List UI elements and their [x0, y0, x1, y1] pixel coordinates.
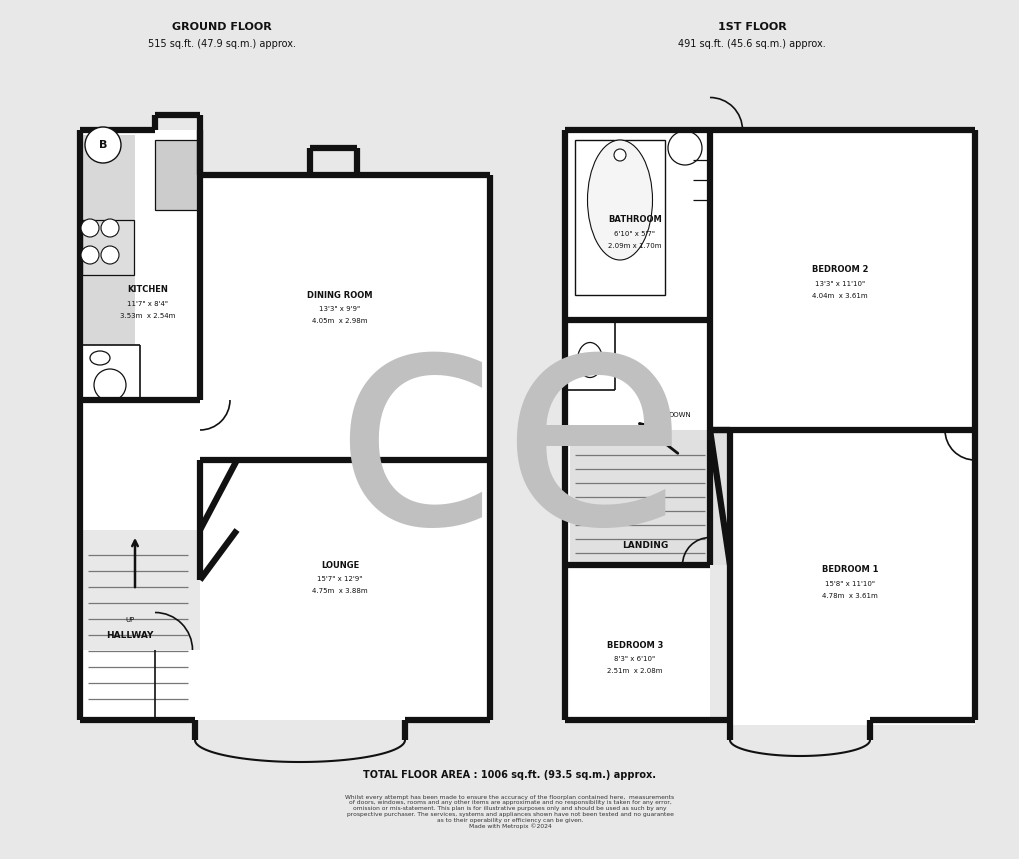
Text: KITCHEN: KITCHEN — [127, 285, 168, 295]
Text: BEDROOM 3: BEDROOM 3 — [606, 641, 662, 649]
Circle shape — [85, 127, 121, 163]
Text: LOUNGE: LOUNGE — [321, 561, 359, 570]
Circle shape — [81, 219, 99, 237]
Circle shape — [101, 219, 119, 237]
Text: Whilst every attempt has been made to ensure the accuracy of the floorplan conta: Whilst every attempt has been made to en… — [345, 795, 674, 830]
Text: UP: UP — [125, 617, 135, 623]
Text: 15'8" x 11'10": 15'8" x 11'10" — [824, 581, 874, 587]
Bar — [155, 140, 200, 210]
Text: 8'3" x 6'10": 8'3" x 6'10" — [613, 656, 655, 662]
Text: 11'7" x 8'4": 11'7" x 8'4" — [127, 301, 168, 307]
Text: 15'7" x 12'9": 15'7" x 12'9" — [317, 576, 363, 582]
Text: B: B — [99, 140, 107, 150]
Ellipse shape — [577, 343, 602, 377]
Polygon shape — [565, 130, 974, 720]
Text: 4.05m  x 2.98m: 4.05m x 2.98m — [312, 318, 368, 324]
Text: 515 sq.ft. (47.9 sq.m.) approx.: 515 sq.ft. (47.9 sq.m.) approx. — [148, 39, 296, 49]
Text: TOTAL FLOOR AREA : 1006 sq.ft. (93.5 sq.m.) approx.: TOTAL FLOOR AREA : 1006 sq.ft. (93.5 sq.… — [363, 770, 656, 780]
Text: 2.09m x 1.70m: 2.09m x 1.70m — [607, 243, 661, 249]
Text: DINING ROOM: DINING ROOM — [307, 290, 372, 300]
Text: BEDROOM 1: BEDROOM 1 — [821, 565, 877, 575]
Bar — [82, 220, 133, 275]
Circle shape — [81, 246, 99, 264]
Ellipse shape — [587, 140, 652, 260]
Text: 4.04m  x 3.61m: 4.04m x 3.61m — [811, 293, 867, 299]
Polygon shape — [565, 565, 709, 720]
Text: 13'3" x 9'9": 13'3" x 9'9" — [319, 306, 360, 312]
Text: LANDING: LANDING — [622, 540, 667, 550]
Bar — [79, 135, 135, 355]
Ellipse shape — [90, 351, 110, 365]
Text: 1ST FLOOR: 1ST FLOOR — [717, 22, 786, 32]
Circle shape — [613, 149, 626, 161]
Text: 2.51m  x 2.08m: 2.51m x 2.08m — [606, 668, 662, 674]
Circle shape — [667, 131, 701, 165]
Text: 4.78m  x 3.61m: 4.78m x 3.61m — [821, 593, 877, 599]
Bar — [79, 345, 140, 400]
Text: 13'3" x 11'10": 13'3" x 11'10" — [814, 281, 864, 287]
Bar — [730, 720, 974, 725]
Text: HALLWAY: HALLWAY — [106, 631, 154, 639]
Text: BATHROOM: BATHROOM — [607, 216, 661, 224]
Text: DOWN: DOWN — [668, 412, 691, 418]
Text: 3.53m  x 2.54m: 3.53m x 2.54m — [120, 313, 175, 319]
Polygon shape — [79, 130, 200, 530]
Bar — [570, 430, 730, 565]
Text: 4.75m  x 3.88m: 4.75m x 3.88m — [312, 588, 368, 594]
Polygon shape — [200, 130, 310, 148]
Text: ce: ce — [331, 291, 688, 588]
Text: GROUND FLOOR: GROUND FLOOR — [172, 22, 272, 32]
Bar — [575, 140, 664, 295]
Text: WC: WC — [584, 357, 595, 362]
Text: 491 sq.ft. (45.6 sq.m.) approx.: 491 sq.ft. (45.6 sq.m.) approx. — [678, 39, 825, 49]
Text: BEDROOM 2: BEDROOM 2 — [811, 265, 867, 275]
Polygon shape — [79, 175, 489, 720]
Circle shape — [94, 369, 126, 401]
Text: 6'10" x 5'7": 6'10" x 5'7" — [613, 231, 655, 237]
Circle shape — [101, 246, 119, 264]
